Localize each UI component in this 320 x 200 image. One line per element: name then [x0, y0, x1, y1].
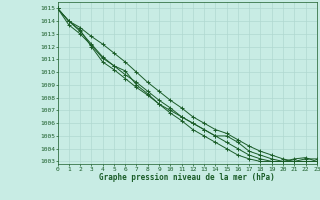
X-axis label: Graphe pression niveau de la mer (hPa): Graphe pression niveau de la mer (hPa): [99, 173, 275, 182]
